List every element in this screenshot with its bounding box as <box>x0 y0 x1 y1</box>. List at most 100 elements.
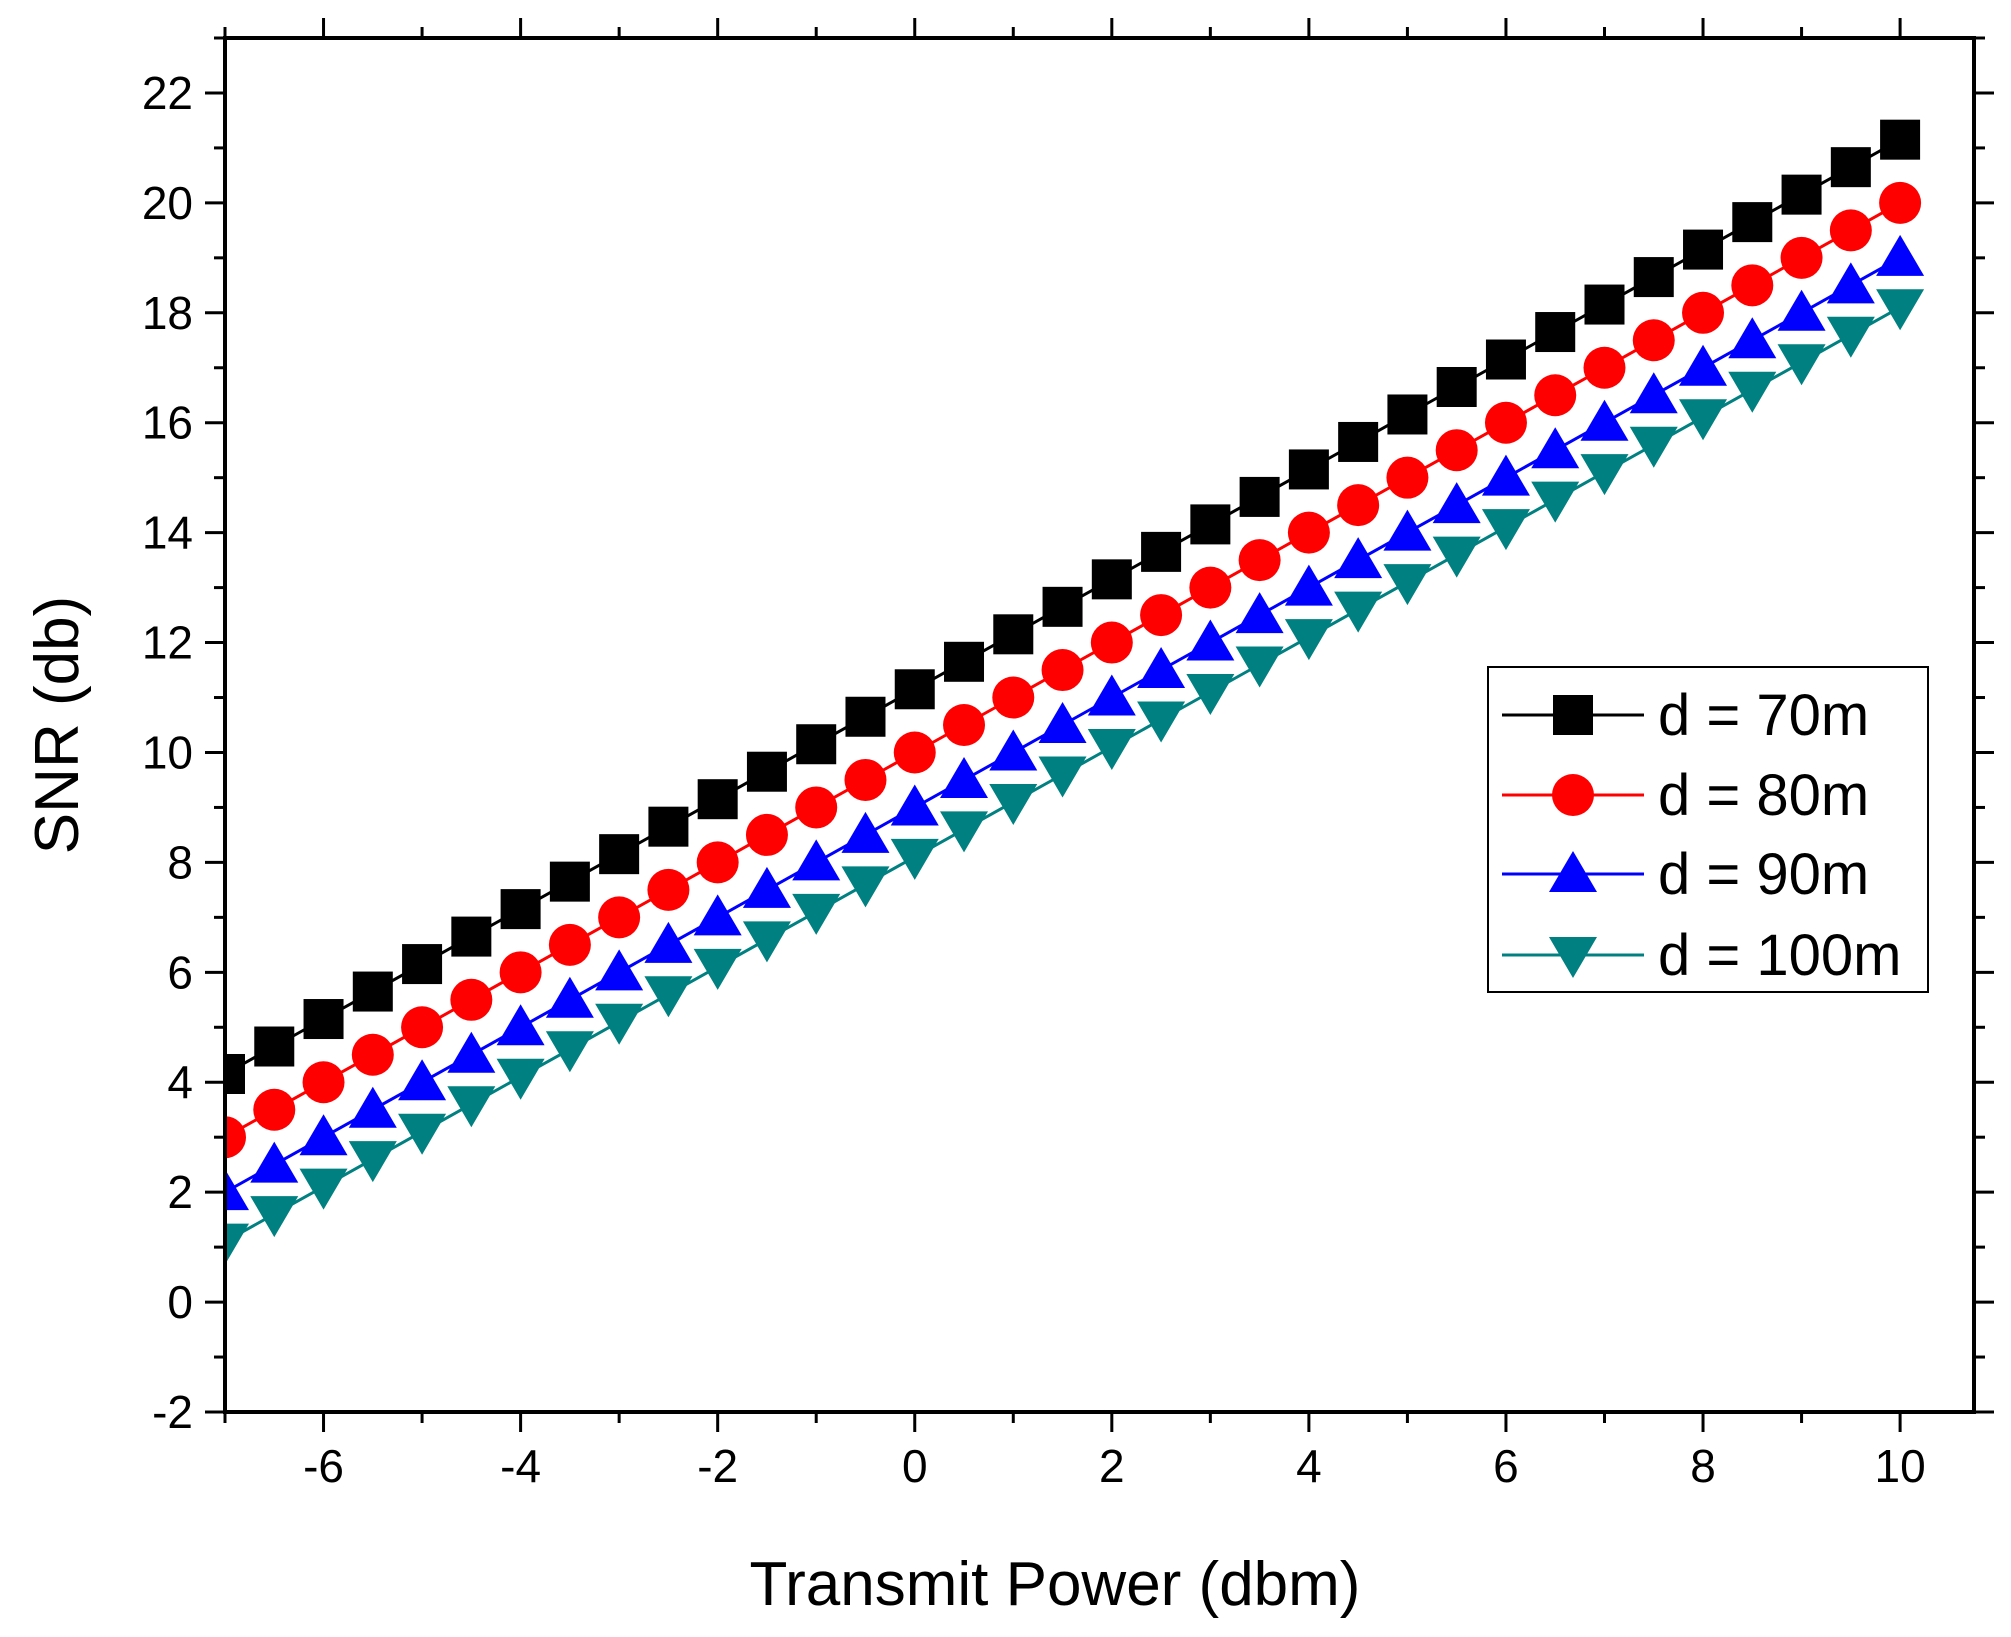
data-point <box>1235 592 1284 634</box>
data-point <box>1830 147 1871 188</box>
data-point <box>993 614 1034 655</box>
data-point <box>225 1223 249 1265</box>
y-tick-label: 14 <box>142 507 193 559</box>
x-tick-label: 8 <box>1690 1440 1716 1492</box>
data-point <box>1186 674 1235 716</box>
data-point <box>1334 591 1383 633</box>
data-point <box>1781 174 1822 215</box>
data-point <box>1284 619 1333 661</box>
data-point <box>841 811 890 853</box>
legend-marker <box>1549 851 1597 892</box>
legend-item-3: d = 100m <box>1502 923 1901 988</box>
data-point <box>1583 346 1626 389</box>
y-tick-label: 0 <box>167 1276 193 1328</box>
data-point <box>595 949 644 991</box>
data-point <box>299 1114 348 1156</box>
y-tick-label: 6 <box>167 946 193 998</box>
data-point <box>1728 317 1777 359</box>
data-point <box>989 783 1038 825</box>
data-point <box>447 1031 496 1073</box>
data-point <box>1826 316 1875 358</box>
data-point <box>940 811 989 853</box>
data-point <box>1137 701 1186 743</box>
y-tick-label: 10 <box>142 726 193 778</box>
x-tick-label: -6 <box>303 1440 344 1492</box>
data-point <box>545 1031 594 1073</box>
x-tick-label: 10 <box>1875 1440 1926 1492</box>
data-point <box>1876 234 1925 276</box>
legend-item-2: d = 90m <box>1502 842 1869 907</box>
data-point <box>450 978 493 1021</box>
data-point <box>1432 536 1481 578</box>
data-point <box>792 839 841 881</box>
data-point <box>890 838 939 880</box>
data-point <box>644 976 693 1018</box>
data-point <box>1534 374 1577 417</box>
data-point <box>1287 511 1330 554</box>
data-point <box>1239 476 1280 517</box>
data-point <box>254 1026 295 1067</box>
data-point <box>1683 229 1724 270</box>
data-point <box>1386 456 1429 499</box>
data-point <box>1580 399 1629 441</box>
legend-items: d = 70m d = 80m d = 90m d = 100m <box>1502 683 1901 988</box>
data-point <box>225 1053 245 1094</box>
data-point <box>745 813 788 856</box>
data-point <box>1383 509 1432 551</box>
data-point <box>499 951 542 994</box>
data-point <box>1535 312 1576 353</box>
data-point <box>647 868 690 911</box>
data-point <box>545 976 594 1018</box>
data-point <box>253 1088 296 1131</box>
data-point <box>302 1061 345 1104</box>
data-point <box>1087 728 1136 770</box>
x-tick-label: 6 <box>1493 1440 1519 1492</box>
data-point <box>1632 319 1675 362</box>
data-point <box>845 696 886 737</box>
x-tick-label: 4 <box>1296 1440 1322 1492</box>
data-point <box>352 971 393 1012</box>
data-point <box>548 923 591 966</box>
data-point <box>1484 401 1527 444</box>
data-point <box>1731 264 1774 307</box>
data-point <box>693 948 742 990</box>
data-point <box>944 641 985 682</box>
data-point <box>225 1116 246 1159</box>
series-0 <box>225 119 1921 1094</box>
y-tick-label: 4 <box>167 1056 193 1108</box>
y-tick-label: -2 <box>152 1386 193 1438</box>
data-point <box>1338 421 1379 462</box>
x-tick-label: -2 <box>697 1440 738 1492</box>
data-point <box>250 1141 299 1183</box>
x-tick-label: -4 <box>500 1440 541 1492</box>
data-point <box>1679 399 1728 441</box>
legend-marker <box>1552 774 1594 816</box>
data-point <box>398 1059 447 1101</box>
data-point <box>1383 564 1432 606</box>
legend-marker <box>1553 695 1593 735</box>
x-tick-label: 2 <box>1099 1440 1125 1492</box>
y-tick-label: 12 <box>142 617 193 669</box>
data-point <box>1531 481 1580 523</box>
data-point <box>1387 394 1428 435</box>
data-point <box>742 866 791 908</box>
legend-label: d = 90m <box>1658 842 1869 907</box>
data-point <box>989 729 1038 771</box>
legend-item-0: d = 70m <box>1502 683 1869 748</box>
legend-item-1: d = 80m <box>1502 763 1869 828</box>
data-point <box>1481 509 1530 551</box>
data-point <box>549 861 590 902</box>
legend: d = 70m d = 80m d = 90m d = 100m <box>1487 666 1929 993</box>
data-point <box>992 676 1035 719</box>
data-point <box>401 1006 444 1049</box>
data-point <box>1682 291 1725 334</box>
data-point <box>1432 482 1481 524</box>
data-point <box>447 1086 496 1128</box>
data-point <box>1235 646 1284 688</box>
data-point <box>1485 339 1526 380</box>
legend-marker <box>1549 937 1597 978</box>
data-point <box>693 894 742 936</box>
data-point <box>1190 504 1231 545</box>
data-point <box>1531 427 1580 469</box>
